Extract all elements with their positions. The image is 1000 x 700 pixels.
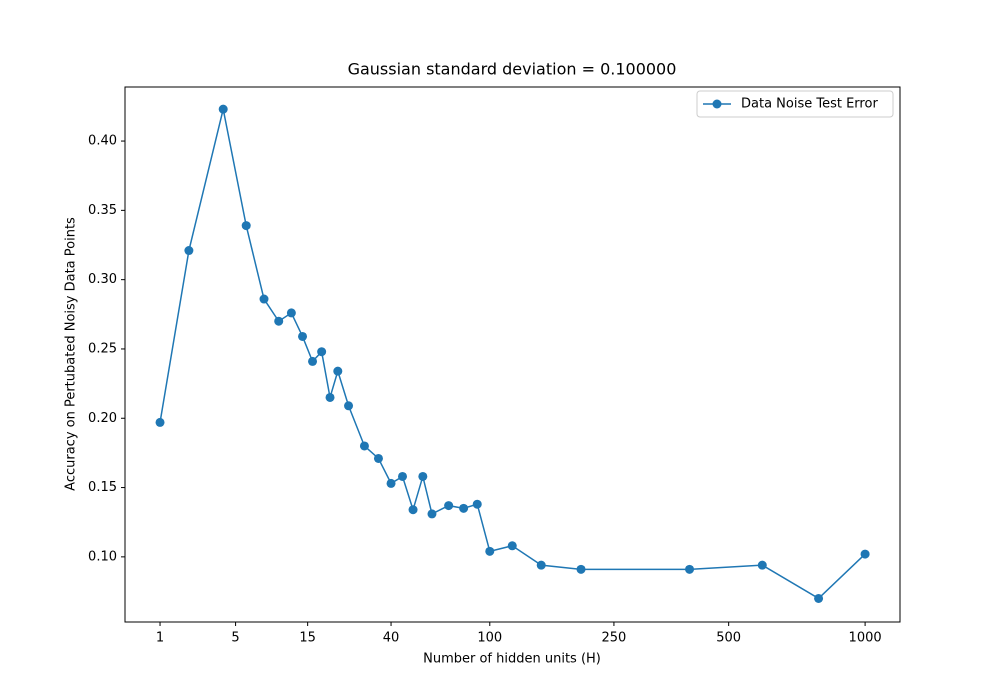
data-point bbox=[241, 221, 251, 231]
y-tick-label: 0.40 bbox=[88, 134, 117, 149]
data-point bbox=[333, 366, 343, 376]
data-point bbox=[860, 549, 870, 559]
data-point bbox=[274, 316, 284, 326]
data-point bbox=[408, 505, 418, 515]
y-axis-label: Accuracy on Pertubated Noisy Data Points bbox=[64, 217, 79, 491]
x-tick-label: 250 bbox=[602, 631, 627, 646]
data-point bbox=[757, 560, 767, 570]
data-point bbox=[685, 564, 695, 574]
legend-box bbox=[696, 90, 894, 118]
data-point bbox=[398, 471, 408, 481]
data-point bbox=[259, 294, 269, 304]
data-point bbox=[325, 392, 335, 402]
data-point bbox=[576, 564, 586, 574]
data-point bbox=[444, 501, 454, 511]
legend-marker bbox=[712, 99, 722, 109]
data-point bbox=[418, 471, 428, 481]
x-axis-label: Number of hidden units (H) bbox=[423, 652, 601, 667]
data-point bbox=[344, 401, 354, 411]
data-point bbox=[373, 453, 383, 463]
x-tick-label: 500 bbox=[716, 631, 741, 646]
plot-frame bbox=[124, 86, 901, 623]
y-tick-label: 0.35 bbox=[88, 203, 117, 218]
data-point bbox=[308, 356, 318, 366]
y-tick-label: 0.20 bbox=[88, 411, 117, 426]
data-point bbox=[317, 347, 327, 357]
data-point bbox=[286, 308, 296, 318]
x-tick-label: 5 bbox=[231, 631, 239, 646]
y-tick-label: 0.10 bbox=[88, 549, 117, 564]
data-point bbox=[386, 478, 396, 488]
data-point bbox=[298, 331, 308, 341]
data-point bbox=[155, 417, 165, 427]
data-point bbox=[218, 104, 228, 114]
y-tick-label: 0.15 bbox=[88, 480, 117, 495]
chart-title: Gaussian standard deviation = 0.100000 bbox=[348, 60, 677, 79]
data-point bbox=[459, 503, 469, 513]
y-tick-label: 0.30 bbox=[88, 272, 117, 287]
x-tick-label: 15 bbox=[299, 631, 316, 646]
legend-label: Data Noise Test Error bbox=[741, 97, 878, 112]
data-point bbox=[507, 541, 517, 551]
data-point bbox=[472, 499, 482, 509]
data-point bbox=[485, 546, 495, 556]
x-tick-label: 1000 bbox=[849, 631, 882, 646]
y-tick-label: 0.25 bbox=[88, 341, 117, 356]
data-point bbox=[427, 509, 437, 519]
x-tick-label: 40 bbox=[383, 631, 400, 646]
x-tick-label: 1 bbox=[156, 631, 164, 646]
x-tick-label: 100 bbox=[477, 631, 502, 646]
data-point bbox=[184, 246, 194, 256]
data-line bbox=[159, 108, 866, 600]
data-point bbox=[814, 593, 824, 603]
data-point bbox=[359, 441, 369, 451]
data-point bbox=[536, 560, 546, 570]
